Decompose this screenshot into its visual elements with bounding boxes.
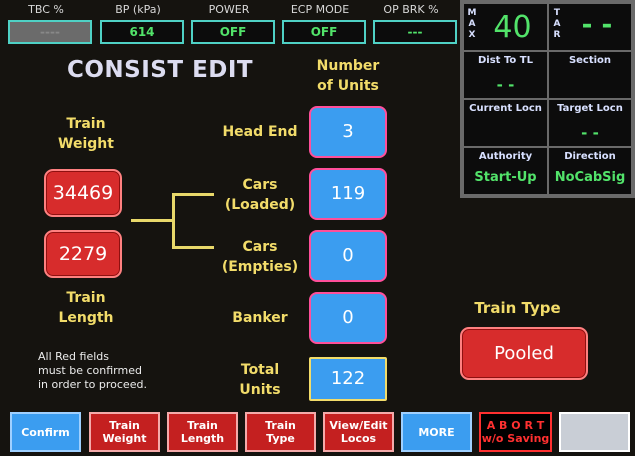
- total-units-value: 122: [309, 357, 387, 401]
- current-locn-cell: Current Locn: [462, 98, 549, 148]
- direction-value: NoCabSig: [554, 170, 626, 185]
- cars-empties-label: Cars (Empties): [221, 239, 299, 275]
- train-length-value-button[interactable]: 2279: [44, 230, 122, 278]
- connector-bracket-bottom: [172, 246, 214, 249]
- train-type-value-button[interactable]: Pooled: [460, 327, 588, 380]
- cars-empties-value-button[interactable]: 0: [309, 230, 387, 282]
- ecp-value: OFF: [282, 20, 366, 44]
- ecp-label: ECP MODE: [290, 3, 350, 16]
- train-type-button[interactable]: Train Type: [245, 412, 316, 452]
- head-end-label: Head End: [222, 124, 298, 140]
- banker-label: Banker: [232, 310, 288, 326]
- confirm-button[interactable]: Confirm: [10, 412, 81, 452]
- banker-value-button[interactable]: 0: [309, 292, 387, 344]
- target-locn-cell: Target Locn - -: [547, 98, 633, 148]
- connector-bracket-vertical: [172, 193, 175, 248]
- view-edit-locos-button[interactable]: View/Edit Locos: [323, 412, 394, 452]
- more-button[interactable]: MORE: [401, 412, 472, 452]
- blank-button[interactable]: [559, 412, 630, 452]
- power-value: OFF: [191, 20, 275, 44]
- authority-cell: Authority Start-Up: [462, 146, 549, 196]
- train-length-heading: Train Length: [58, 290, 114, 326]
- opbrk-value: ---: [373, 20, 457, 44]
- red-fields-note: All Red fields must be confirmed in order …: [38, 350, 147, 391]
- tbc-value: ----: [8, 20, 92, 44]
- target-locn-label: Target Locn: [557, 103, 623, 114]
- bp-label: BP (kPa): [115, 3, 161, 16]
- train-length-button[interactable]: Train Length: [167, 412, 238, 452]
- dist-to-tl-value: - -: [496, 76, 515, 94]
- dist-to-tl-cell: Dist To TL - -: [462, 50, 549, 100]
- target-speed-value: - -: [581, 10, 613, 40]
- tbc-label: TBC %: [28, 3, 64, 16]
- train-weight-button[interactable]: Train Weight: [89, 412, 160, 452]
- page-title: CONSIST EDIT: [67, 57, 254, 83]
- direction-label: Direction: [564, 151, 616, 162]
- total-units-label: Total Units: [239, 362, 281, 398]
- connector-bracket-top: [172, 193, 214, 196]
- head-end-value-button[interactable]: 3: [309, 106, 387, 158]
- authority-value: Start-Up: [474, 170, 537, 185]
- power-label: POWER: [208, 3, 250, 16]
- cars-loaded-value-button[interactable]: 119: [309, 168, 387, 220]
- bp-value: 614: [100, 20, 184, 44]
- authority-label: Authority: [478, 151, 533, 162]
- opbrk-label: OP BRK %: [383, 3, 439, 16]
- train-weight-value-button[interactable]: 34469: [44, 169, 122, 217]
- section-label: Section: [568, 55, 612, 66]
- target-locn-value: - -: [581, 124, 599, 142]
- max-speed-value: 40: [493, 10, 532, 45]
- number-of-units-heading: Number of Units: [316, 58, 380, 94]
- cars-loaded-label: Cars (Loaded): [224, 177, 296, 213]
- train-weight-heading: Train Weight: [58, 116, 114, 152]
- train-type-heading: Train Type: [474, 299, 561, 317]
- current-locn-label: Current Locn: [469, 103, 542, 114]
- direction-cell: Direction NoCabSig: [547, 146, 633, 196]
- connector-line: [131, 219, 174, 222]
- dist-to-tl-label: Dist To TL: [478, 55, 533, 66]
- section-cell: Section: [547, 50, 633, 100]
